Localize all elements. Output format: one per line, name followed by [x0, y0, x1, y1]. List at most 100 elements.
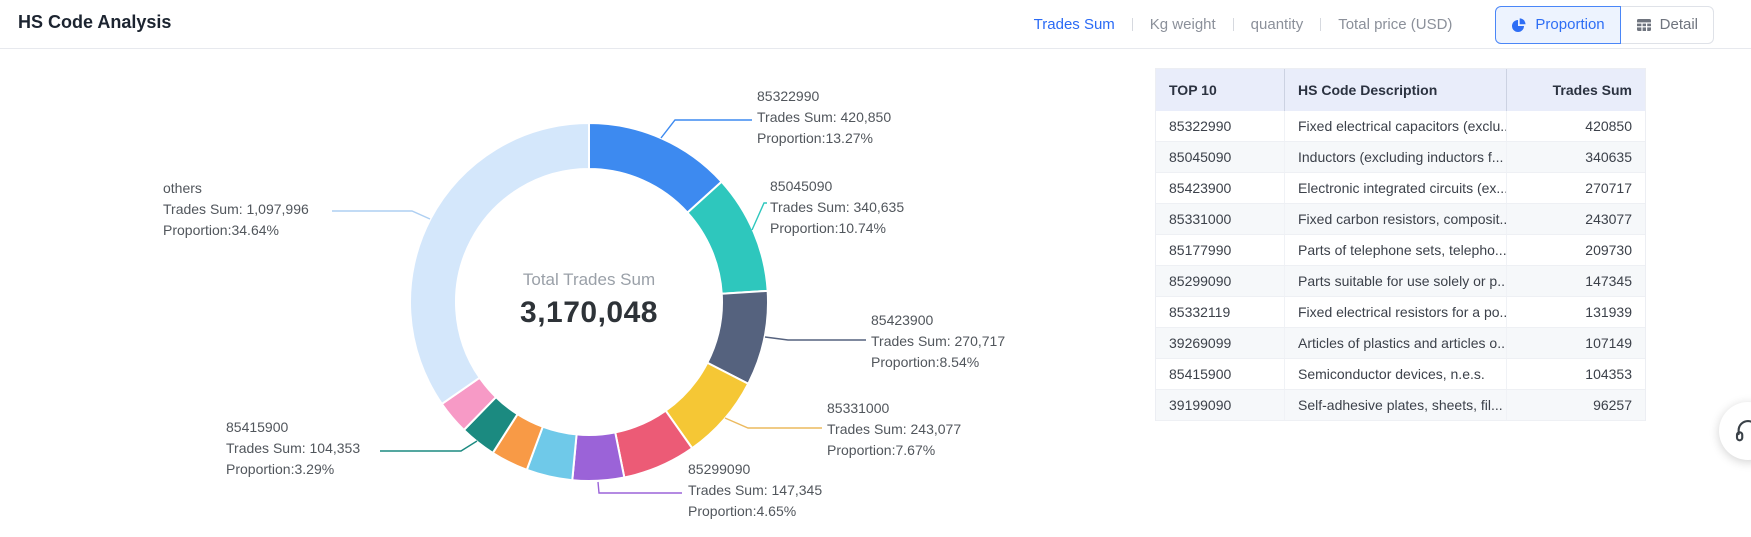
table-row[interactable]: 39269099 Articles of plastics and article…	[1156, 328, 1645, 359]
column-header-trades-sum: Trades Sum	[1506, 69, 1645, 111]
table-row[interactable]: 85322990 Fixed electrical capacitors (exc…	[1156, 111, 1645, 142]
top10-table: TOP 10 HS Code Description Trades Sum 85…	[1155, 68, 1646, 421]
cell-hs-code: 85332119	[1169, 304, 1231, 320]
total-value: 3,170,048	[520, 296, 658, 329]
view-toggle-group: Proportion Detail	[1495, 5, 1714, 44]
cell-trades-sum: 209730	[1506, 235, 1645, 265]
callout-proportion: Proportion:7.67%	[827, 442, 936, 458]
cell-trades-sum: 243077	[1506, 204, 1645, 234]
donut-slice-85299090[interactable]	[571, 431, 626, 482]
proportion-button[interactable]: Proportion	[1495, 5, 1621, 44]
cell-trades-sum: 270717	[1506, 173, 1645, 203]
callout-85423900: 85423900 Trades Sum: 270,717 Proportion:…	[871, 310, 1005, 373]
tab-separator	[1320, 18, 1322, 31]
tab-total-price-usd[interactable]: Total price (USD)	[1338, 16, 1453, 33]
support-button[interactable]	[1719, 402, 1751, 460]
cell-trades-sum: 104353	[1506, 359, 1645, 389]
callout-others: others Trades Sum: 1,097,996 Proportion:…	[163, 178, 309, 241]
metric-tab-bar: Trades Sum Kg weight quantity Total pric…	[1017, 16, 1470, 33]
cell-hs-code: 85423900	[1169, 180, 1232, 196]
callout-proportion: Proportion:4.65%	[688, 503, 797, 519]
cell-trades-sum: 340635	[1506, 142, 1645, 172]
callout-proportion: Proportion:10.74%	[770, 220, 886, 236]
headset-icon	[1733, 416, 1751, 446]
cell-description: Articles of plastics and articles o...	[1284, 328, 1506, 358]
callout-code: 85299090	[688, 461, 751, 477]
cell-description: Inductors (excluding inductors f...	[1284, 142, 1506, 172]
donut-slice-others[interactable]	[409, 122, 590, 405]
cell-trades-sum: 147345	[1506, 266, 1645, 296]
cell-hs-code: 85299090	[1169, 273, 1232, 289]
callout-code: 85415900	[226, 419, 289, 435]
column-header-top10: TOP 10	[1169, 82, 1217, 98]
tab-separator	[1131, 18, 1133, 31]
donut-center-label: Total Trades Sum 3,170,048	[449, 270, 729, 330]
table-row[interactable]: 85299090 Parts suitable for use solely or…	[1156, 266, 1645, 297]
cell-hs-code: 85415900	[1169, 366, 1232, 382]
callout-code: 85331000	[827, 400, 890, 416]
leader-line	[764, 336, 866, 341]
callout-sum: Trades Sum: 1,097,996	[163, 201, 309, 217]
cell-description: Parts of telephone sets, telepho...	[1284, 235, 1506, 265]
callout-code: 85322990	[757, 88, 820, 104]
cell-description: Semiconductor devices, n.e.s.	[1284, 359, 1506, 389]
callout-sum: Trades Sum: 420,850	[757, 109, 892, 125]
table-body: 85322990 Fixed electrical capacitors (exc…	[1156, 111, 1645, 421]
cell-hs-code: 85322990	[1169, 118, 1232, 134]
callout-sum: Trades Sum: 270,717	[871, 333, 1006, 349]
callout-sum: Trades Sum: 104,353	[226, 440, 361, 456]
table-row[interactable]: 39199090 Self-adhesive plates, sheets, fi…	[1156, 390, 1645, 421]
callout-sum: Trades Sum: 340,635	[770, 199, 905, 215]
callout-85045090: 85045090 Trades Sum: 340,635 Proportion:…	[770, 176, 904, 239]
detail-button-label: Detail	[1659, 16, 1698, 33]
cell-hs-code: 85331000	[1169, 211, 1232, 227]
table-icon	[1636, 17, 1652, 33]
cell-description: Fixed electrical capacitors (exclu...	[1284, 111, 1506, 141]
callout-85322990: 85322990 Trades Sum: 420,850 Proportion:…	[757, 86, 891, 149]
leader-line	[751, 202, 767, 231]
callout-proportion: Proportion:13.27%	[757, 130, 873, 146]
donut-chart-svg	[332, 119, 866, 494]
tab-trades-sum[interactable]: Trades Sum	[1033, 16, 1115, 33]
table-row[interactable]: 85331000 Fixed carbon resistors, composit…	[1156, 204, 1645, 235]
cell-trades-sum: 96257	[1506, 390, 1645, 420]
cell-trades-sum: 107149	[1506, 328, 1645, 358]
pie-chart-icon	[1511, 17, 1527, 33]
callout-sum: Trades Sum: 147,345	[688, 482, 823, 498]
top-bar-controls: Trades Sum Kg weight quantity Total pric…	[1017, 0, 1714, 49]
callout-proportion: Proportion:8.54%	[871, 354, 980, 370]
table-row[interactable]: 85045090 Inductors (excluding inductors f…	[1156, 142, 1645, 173]
table-row[interactable]: 85423900 Electronic integrated circuits (…	[1156, 173, 1645, 204]
donut-slices[interactable]	[409, 122, 769, 482]
tab-quantity[interactable]: quantity	[1250, 16, 1304, 33]
leader-line	[724, 417, 822, 429]
callout-code: others	[163, 180, 202, 196]
tab-kg-weight[interactable]: Kg weight	[1149, 16, 1216, 33]
detail-button[interactable]: Detail	[1620, 5, 1714, 44]
leader-line	[332, 210, 431, 220]
cell-hs-code: 85045090	[1169, 149, 1232, 165]
total-label: Total Trades Sum	[522, 270, 656, 289]
leader-line	[380, 440, 478, 452]
table-row[interactable]: 85177990 Parts of telephone sets, telepho…	[1156, 235, 1645, 266]
cell-hs-code: 39269099	[1169, 335, 1232, 351]
callout-85415900: 85415900 Trades Sum: 104,353 Proportion:…	[226, 417, 360, 480]
cell-trades-sum: 420850	[1506, 111, 1645, 141]
tab-separator	[1232, 18, 1234, 31]
cell-description: Parts suitable for use solely or p...	[1284, 266, 1506, 296]
top-bar: HS Code Analysis Trades Sum Kg weight qu…	[0, 0, 1751, 49]
callout-code: 85423900	[871, 312, 934, 328]
column-header-description: HS Code Description	[1284, 69, 1506, 111]
callout-proportion: Proportion:3.29%	[226, 461, 335, 477]
cell-description: Electronic integrated circuits (ex...	[1284, 173, 1506, 203]
cell-description: Fixed electrical resistors for a po...	[1284, 297, 1506, 327]
proportion-button-label: Proportion	[1535, 16, 1605, 33]
proportion-chart: Total Trades Sum 3,170,048 85322990 Trad…	[0, 60, 1040, 537]
callout-85331000: 85331000 Trades Sum: 243,077 Proportion:…	[827, 398, 961, 461]
callout-sum: Trades Sum: 243,077	[827, 421, 962, 437]
callout-proportion: Proportion:34.64%	[163, 222, 279, 238]
table-header-row: TOP 10 HS Code Description Trades Sum	[1156, 69, 1645, 111]
table-row[interactable]: 85415900 Semiconductor devices, n.e.s. 104…	[1156, 359, 1645, 390]
table-row[interactable]: 85332119 Fixed electrical resistors for a…	[1156, 297, 1645, 328]
cell-trades-sum: 131939	[1506, 297, 1645, 327]
